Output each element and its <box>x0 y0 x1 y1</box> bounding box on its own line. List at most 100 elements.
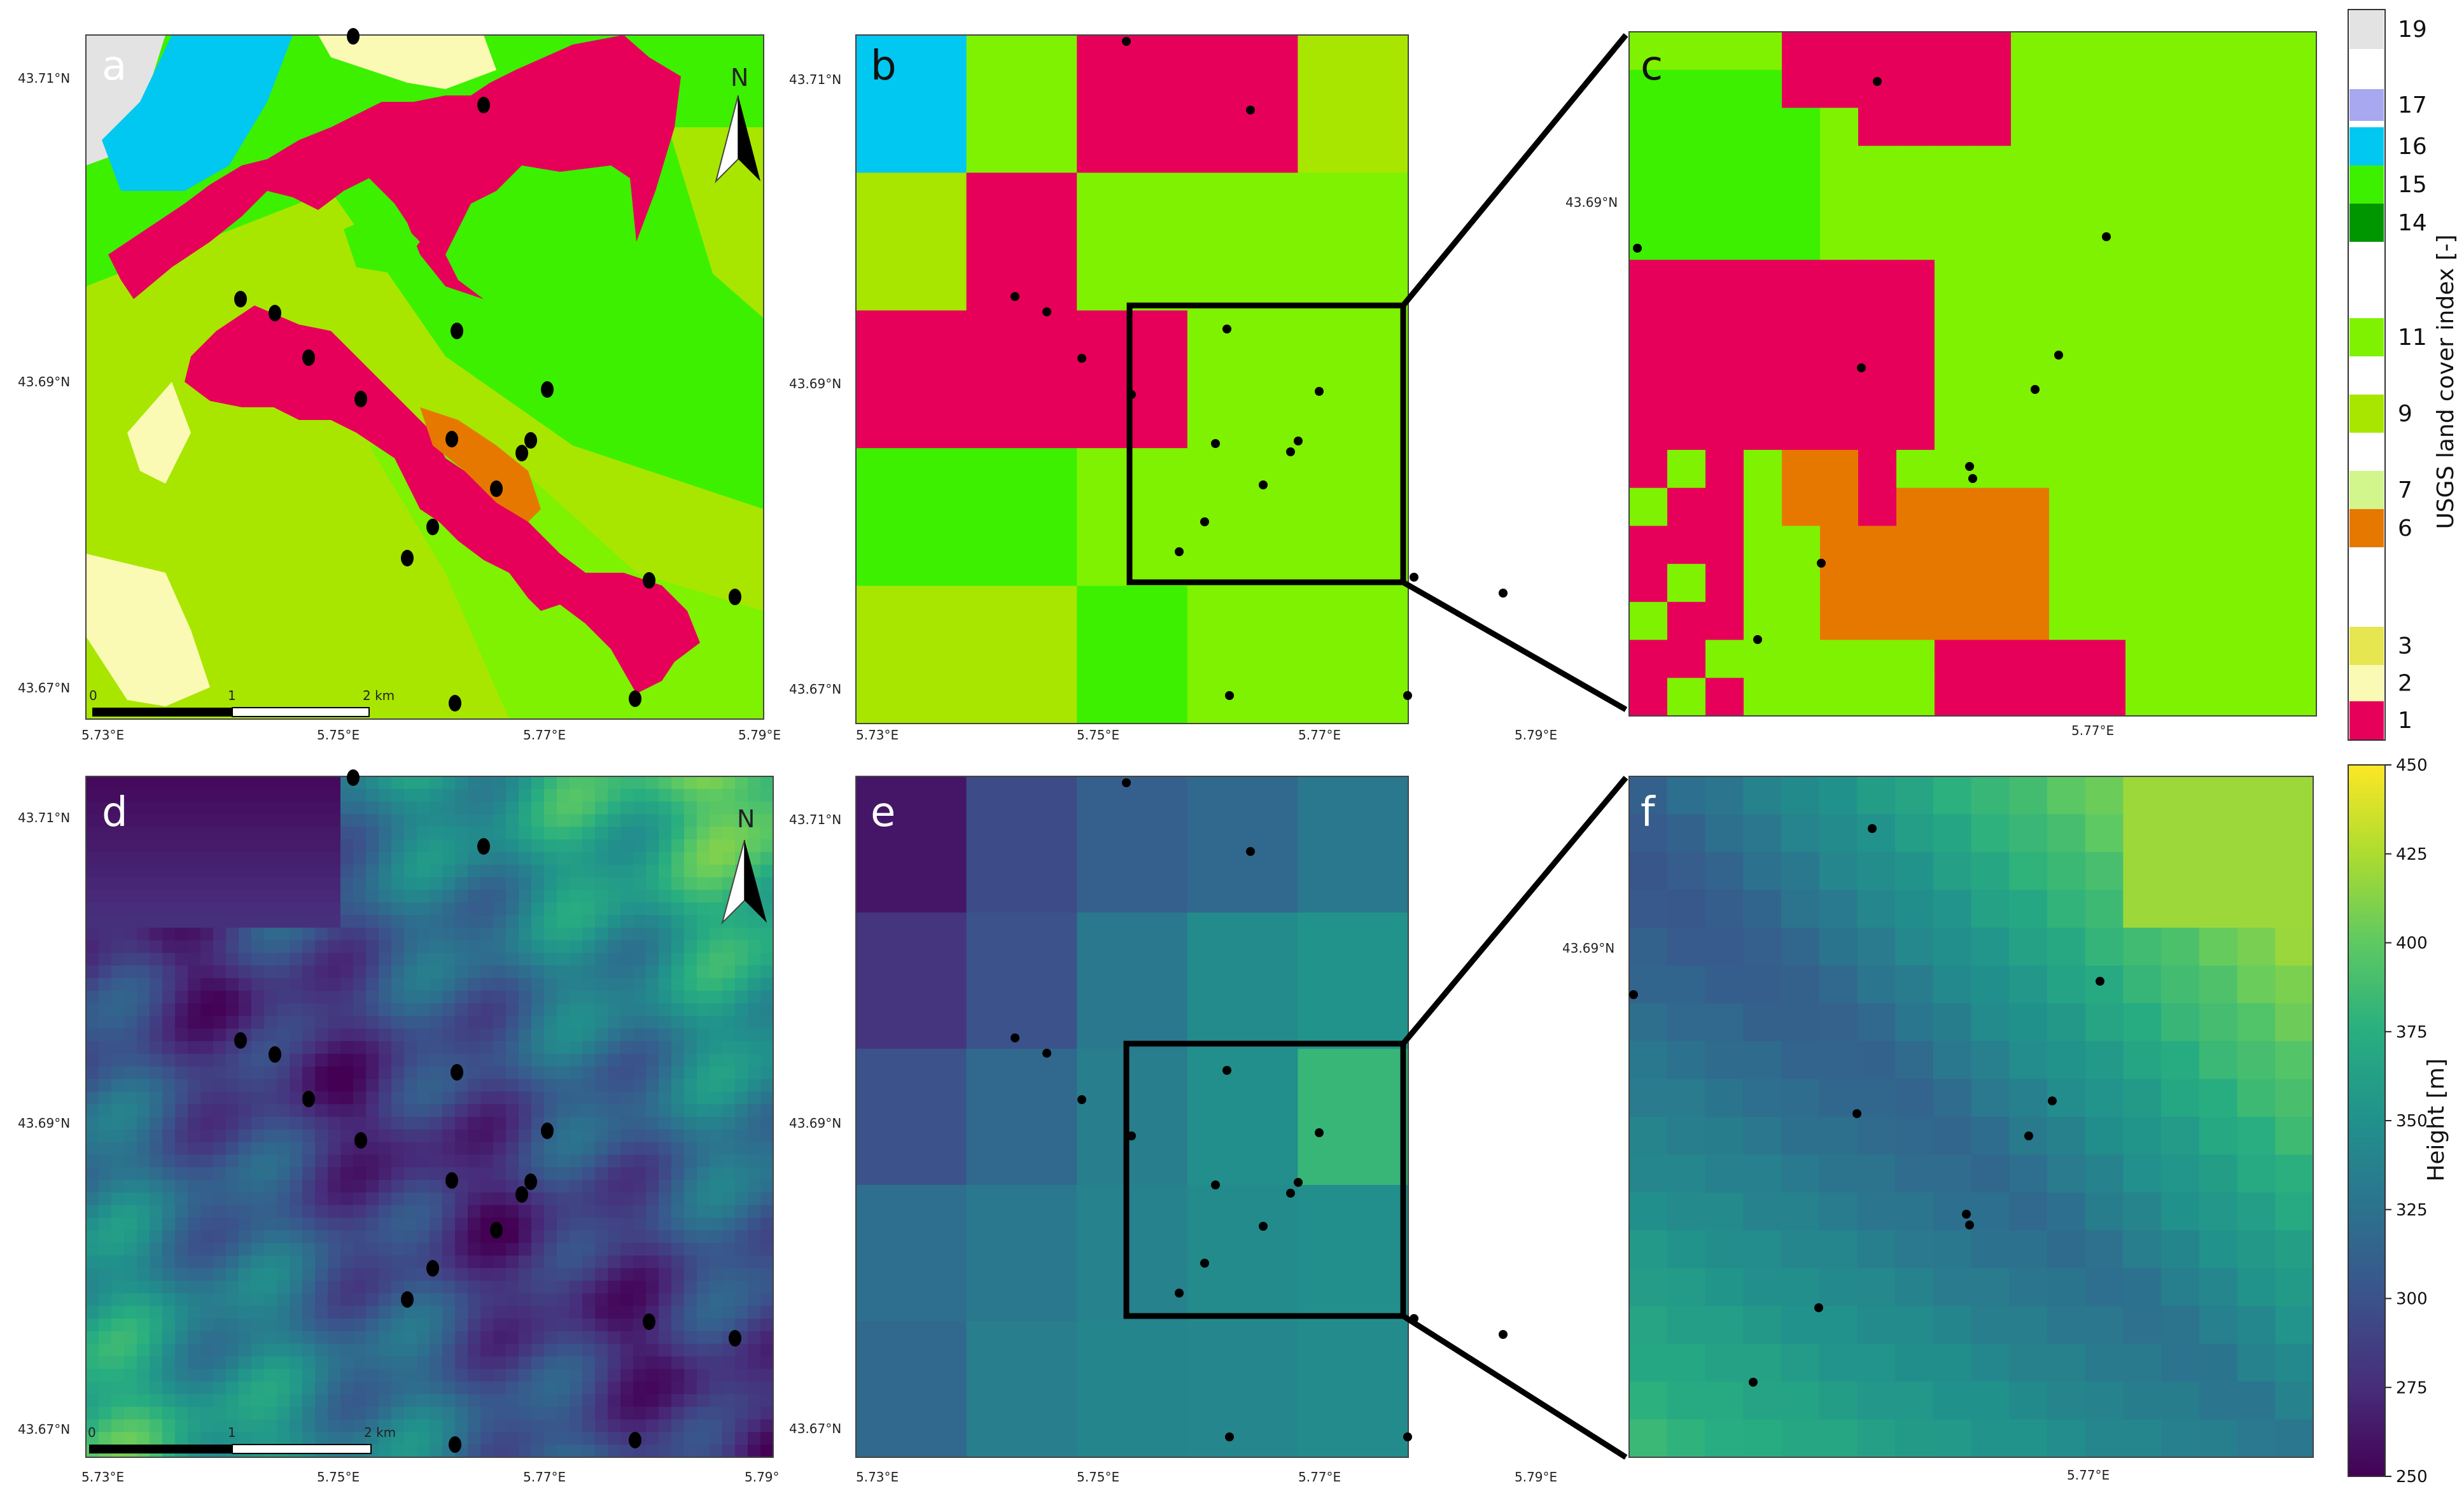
dmap-pixel <box>188 902 201 916</box>
panel-c-landcover-zoom <box>1628 31 2317 717</box>
dmap-pixel <box>710 1129 723 1143</box>
dmap-pixel <box>595 851 608 865</box>
dmap-pixel <box>391 1356 405 1370</box>
grid-f-cell <box>2009 1041 2048 1080</box>
dmap-pixel <box>353 1369 367 1383</box>
grid-e-cell <box>966 776 1078 913</box>
station-point-a <box>515 445 528 461</box>
dmap-pixel <box>480 890 494 904</box>
dmap-pixel <box>760 1293 773 1307</box>
dmap-pixel <box>340 1406 354 1420</box>
dmap-pixel <box>620 1180 634 1193</box>
grid-c-cell <box>1896 564 1935 603</box>
dmap-pixel <box>302 1243 316 1256</box>
dmap-pixel <box>251 1331 265 1345</box>
dmap-pixel <box>544 1154 557 1168</box>
station-point-f <box>1868 824 1877 833</box>
map-a-pale-area-south <box>86 554 210 706</box>
dmap-pixel <box>506 1016 519 1030</box>
dmap-pixel <box>404 1053 417 1067</box>
dmap-pixel <box>710 1356 723 1370</box>
dmap-pixel <box>570 990 583 1004</box>
dmap-pixel <box>455 1041 468 1054</box>
dmap-pixel <box>557 1167 570 1181</box>
dmap-pixel <box>124 801 137 815</box>
grid-c-cell <box>1705 640 1744 679</box>
dmap-pixel <box>226 1129 239 1143</box>
dmap-pixel <box>620 1142 634 1156</box>
dmap-pixel <box>404 1343 417 1357</box>
dmap-pixel <box>213 1331 227 1345</box>
dmap-pixel <box>328 1319 341 1332</box>
dmap-pixel <box>595 1016 608 1030</box>
dmap-pixel <box>366 1306 379 1320</box>
dmap-pixel <box>226 1356 239 1370</box>
grid-f-cell <box>1743 1041 1782 1080</box>
dmap-pixel <box>239 1369 252 1383</box>
dmap-pixel <box>748 1142 761 1156</box>
grid-c-cell <box>1973 108 2012 147</box>
grid-f-cell <box>1895 851 1934 891</box>
dmap-pixel <box>519 1406 532 1420</box>
dmap-pixel <box>328 1066 341 1080</box>
dmap-pixel <box>519 1331 532 1345</box>
dmap-pixel <box>722 1167 736 1181</box>
dmap-pixel <box>735 965 748 979</box>
grid-c-cell <box>2125 298 2164 337</box>
grid-c-cell <box>2049 601 2088 641</box>
grid-f-cell <box>1629 1192 1668 1231</box>
dmap-pixel <box>137 940 150 954</box>
grid-b-cell <box>1298 310 1409 449</box>
dmap-pixel <box>570 839 583 853</box>
dmap-pixel <box>417 801 430 815</box>
dmap-pixel <box>86 1117 99 1130</box>
dmap-pixel <box>251 1167 265 1181</box>
dmap-pixel <box>455 978 468 991</box>
dmap-pixel <box>582 1419 596 1433</box>
scale-d-2: 2 km <box>364 1425 396 1440</box>
dmap-pixel <box>137 1382 150 1395</box>
dmap-pixel <box>353 1394 367 1408</box>
grid-f-cell <box>2237 1003 2276 1042</box>
grid-c-cell <box>2202 601 2241 641</box>
dmap-pixel <box>188 1394 201 1408</box>
grid-f-cell <box>1933 927 1972 967</box>
dmap-pixel <box>480 1016 494 1030</box>
grid-c-cell <box>1896 640 1935 679</box>
dmap-pixel <box>735 1205 748 1219</box>
dmap-pixel <box>659 1394 672 1408</box>
dmap-pixel <box>315 1230 328 1244</box>
dmap-pixel <box>519 1319 532 1332</box>
grid-c-cell <box>2049 640 2088 679</box>
dmap-pixel <box>710 1066 723 1080</box>
dmap-pixel <box>404 1104 417 1117</box>
dmap-pixel <box>353 1003 367 1017</box>
dmap-pixel <box>671 1180 685 1193</box>
dmap-pixel <box>290 1154 303 1168</box>
scale-bar-a: 0 1 2 km <box>89 688 395 717</box>
dmap-pixel <box>264 1091 277 1105</box>
dmap-pixel <box>633 1306 647 1320</box>
dmap-pixel <box>531 814 545 828</box>
dmap-pixel <box>188 877 201 891</box>
dmap-pixel <box>99 902 112 916</box>
dmap-pixel <box>671 877 685 891</box>
dmap-pixel <box>493 1319 507 1332</box>
dmap-pixel <box>608 1369 621 1383</box>
dmap-pixel <box>506 1154 519 1168</box>
dmap-pixel <box>86 1394 99 1408</box>
dmap-pixel <box>557 965 570 979</box>
dmap-pixel <box>595 1217 608 1231</box>
dmap-pixel <box>290 1432 303 1446</box>
dmap-pixel <box>404 1167 417 1181</box>
dmap-pixel <box>455 1343 468 1357</box>
dmap-pixel <box>697 1356 710 1370</box>
grid-c-cell <box>1820 601 1859 641</box>
dmap-pixel <box>519 788 532 802</box>
dmap-pixel <box>366 1406 379 1420</box>
dmap-pixel <box>353 1243 367 1256</box>
dmap-pixel <box>302 1369 316 1383</box>
dmap-pixel <box>710 801 723 815</box>
dmap-pixel <box>188 890 201 904</box>
dmap-pixel <box>633 1356 647 1370</box>
